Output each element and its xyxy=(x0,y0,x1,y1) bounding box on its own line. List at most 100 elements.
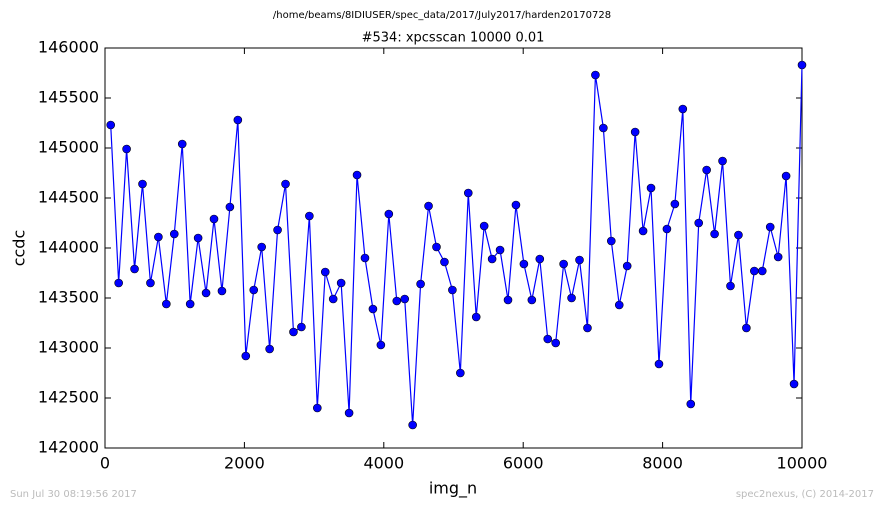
data-point xyxy=(241,351,251,361)
data-point xyxy=(543,334,553,344)
data-point xyxy=(154,232,163,242)
data-point xyxy=(320,267,330,277)
data-point xyxy=(599,123,608,133)
x-tick-label: 10000 xyxy=(777,454,828,473)
data-point xyxy=(169,229,179,239)
data-point xyxy=(583,323,592,333)
data-point xyxy=(344,408,354,418)
data-point xyxy=(432,242,441,252)
data-point xyxy=(527,295,537,305)
data-point xyxy=(360,253,370,263)
data-point xyxy=(440,257,449,267)
data-point xyxy=(122,144,131,154)
data-point xyxy=(479,221,489,231)
data-point xyxy=(718,156,727,166)
y-tick-label: 146000 xyxy=(38,38,99,57)
data-point xyxy=(678,104,688,114)
data-point xyxy=(702,165,711,175)
data-point xyxy=(734,230,743,240)
data-point xyxy=(630,127,640,137)
data-point xyxy=(765,222,775,232)
x-tick-label: 8000 xyxy=(642,454,683,473)
data-point xyxy=(297,322,306,332)
data-point xyxy=(328,294,338,304)
data-point xyxy=(654,359,664,369)
data-point xyxy=(177,139,187,149)
data-point xyxy=(376,340,386,350)
data-point xyxy=(281,179,290,189)
data-point xyxy=(511,200,521,210)
data-point xyxy=(162,299,171,309)
x-tick-label: 0 xyxy=(100,454,110,473)
x-tick-label: 4000 xyxy=(363,454,404,473)
y-tick-label: 145000 xyxy=(38,138,99,157)
data-point xyxy=(456,368,465,378)
data-point xyxy=(265,344,274,354)
data-point xyxy=(313,403,322,413)
data-point xyxy=(185,299,195,309)
data-point xyxy=(384,209,394,219)
data-point xyxy=(487,254,497,264)
data-point xyxy=(622,261,632,271)
x-axis-label: img_n xyxy=(429,479,477,499)
data-point xyxy=(273,225,282,235)
data-point xyxy=(519,259,529,269)
suptitle: /home/beams/8IDIUSER/spec_data/2017/July… xyxy=(273,10,611,21)
data-point xyxy=(352,170,362,180)
data-point xyxy=(138,179,147,189)
data-point xyxy=(209,214,219,224)
data-point xyxy=(106,120,116,130)
data-point xyxy=(551,338,560,348)
data-point xyxy=(225,202,235,212)
data-point xyxy=(408,420,417,430)
data-point xyxy=(773,252,783,262)
data-point xyxy=(217,286,227,296)
y-tick-label: 143500 xyxy=(38,288,99,307)
data-point xyxy=(781,171,791,181)
y-tick-label: 144500 xyxy=(38,188,99,207)
series-line xyxy=(110,64,803,426)
data-point xyxy=(789,379,799,389)
data-point xyxy=(503,295,513,305)
data-point xyxy=(305,211,314,221)
footer-credit: spec2nexus, (C) 2014-2017 xyxy=(736,489,874,500)
x-tick-label: 6000 xyxy=(503,454,544,473)
data-point xyxy=(757,266,767,276)
y-tick-label: 144000 xyxy=(38,238,99,257)
footer-date: Sun Jul 30 08:19:56 2017 xyxy=(10,489,137,500)
data-point xyxy=(726,281,735,291)
data-point xyxy=(797,60,807,70)
data-point xyxy=(670,199,680,209)
data-point xyxy=(694,218,704,228)
data-point xyxy=(710,229,719,239)
y-tick-label: 142500 xyxy=(38,388,99,407)
y-tick-label: 145500 xyxy=(38,88,99,107)
data-point xyxy=(400,294,410,304)
data-point xyxy=(289,327,298,337)
data-point xyxy=(686,399,696,409)
data-point xyxy=(392,296,402,306)
data-point xyxy=(591,70,600,80)
data-point xyxy=(662,224,672,234)
data-point xyxy=(336,278,346,288)
data-point xyxy=(471,312,481,322)
x-tick-label: 2000 xyxy=(224,454,265,473)
data-point xyxy=(575,255,584,265)
y-tick-label: 142000 xyxy=(38,438,99,457)
data-point xyxy=(368,304,378,314)
y-tick-label: 143000 xyxy=(38,338,99,357)
data-point xyxy=(146,278,155,288)
data-point xyxy=(463,188,473,198)
data-point xyxy=(201,288,211,298)
data-point xyxy=(559,259,568,269)
data-point xyxy=(750,266,759,276)
data-point xyxy=(233,115,243,125)
data-point xyxy=(742,323,751,333)
data-point xyxy=(257,242,266,252)
data-point xyxy=(249,285,259,295)
data-point xyxy=(535,254,545,264)
data-point xyxy=(614,300,624,310)
data-point xyxy=(607,236,616,246)
data-point xyxy=(114,278,123,288)
